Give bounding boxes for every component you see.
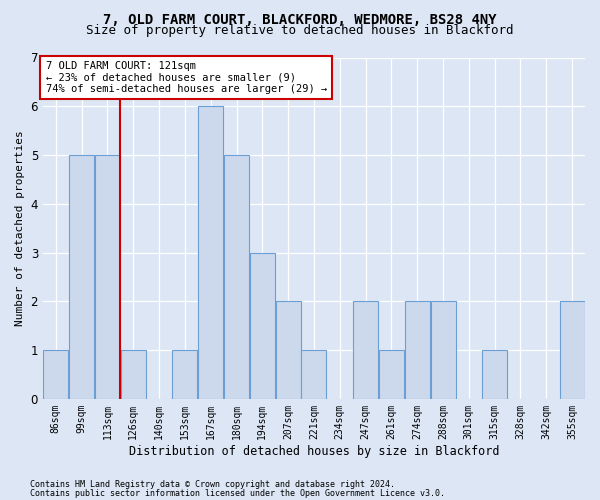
Bar	[250, 252, 275, 399]
Bar	[224, 155, 249, 399]
Bar	[404, 302, 430, 399]
Bar	[353, 302, 378, 399]
Bar	[121, 350, 146, 399]
Bar	[69, 155, 94, 399]
Bar	[379, 350, 404, 399]
Bar	[301, 350, 326, 399]
Text: Contains public sector information licensed under the Open Government Licence v3: Contains public sector information licen…	[30, 488, 445, 498]
Bar	[172, 350, 197, 399]
Bar	[560, 302, 584, 399]
Text: 7, OLD FARM COURT, BLACKFORD, WEDMORE, BS28 4NY: 7, OLD FARM COURT, BLACKFORD, WEDMORE, B…	[103, 12, 497, 26]
Bar	[43, 350, 68, 399]
Text: 7 OLD FARM COURT: 121sqm
← 23% of detached houses are smaller (9)
74% of semi-de: 7 OLD FARM COURT: 121sqm ← 23% of detach…	[46, 61, 327, 94]
Text: Size of property relative to detached houses in Blackford: Size of property relative to detached ho…	[86, 24, 514, 37]
Bar	[95, 155, 120, 399]
X-axis label: Distribution of detached houses by size in Blackford: Distribution of detached houses by size …	[129, 444, 499, 458]
Y-axis label: Number of detached properties: Number of detached properties	[15, 130, 25, 326]
Text: Contains HM Land Registry data © Crown copyright and database right 2024.: Contains HM Land Registry data © Crown c…	[30, 480, 395, 489]
Bar	[275, 302, 301, 399]
Bar	[431, 302, 455, 399]
Bar	[482, 350, 507, 399]
Bar	[198, 106, 223, 399]
